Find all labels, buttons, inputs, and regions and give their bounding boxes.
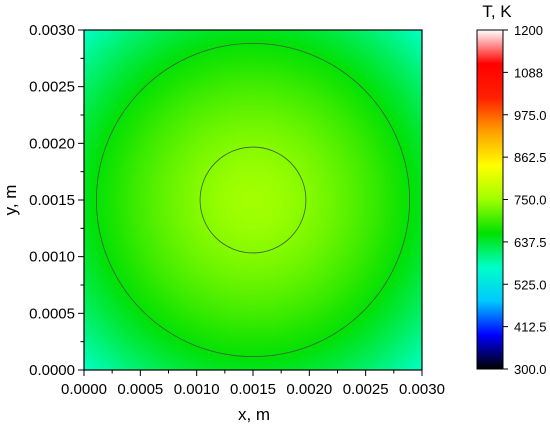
colorbar: 300.0 412.5 525.0 637.5 750.0 862.5 975.0 1088 1… — [476, 23, 547, 377]
x-axis-ticks: 0.0000 0.0005 0.0010 0.0015 0.0020 0.0025 0.00… — [61, 370, 445, 398]
x-tick-label: 0.0030 — [399, 381, 445, 398]
y-tick-label: 0.0030 — [29, 22, 75, 39]
isotherm-contours — [95, 42, 411, 358]
colorbar-tick-label: 1088 — [514, 65, 543, 80]
isotherm-contour — [95, 42, 411, 358]
x-tick-label: 0.0015 — [230, 381, 276, 398]
colorbar-tick-label: 862.5 — [514, 150, 547, 165]
y-tick-label: 0.0015 — [29, 192, 75, 209]
x-tick-label: 0.0005 — [117, 381, 163, 398]
colorbar-label: T, K — [482, 2, 512, 21]
x-tick-label: 0.0000 — [61, 381, 107, 398]
colorbar-bar — [476, 29, 504, 370]
colorbar-ticks: 300.0 412.5 525.0 637.5 750.0 862.5 975.0 1088 1… — [503, 23, 547, 377]
y-axis-ticks: 0.0000 0.0005 0.0010 0.0015 0.0020 0.0025 0.00… — [29, 22, 84, 379]
colorbar-tick-label: 975.0 — [514, 108, 547, 123]
colorbar-tick-label: 412.5 — [514, 320, 547, 335]
colorbar-tick-label: 525.0 — [514, 277, 547, 292]
y-axis-label: y, m — [1, 185, 20, 216]
plot-area: 0.0000 0.0005 0.0010 0.0015 0.0020 0.0025 0.00… — [29, 22, 445, 398]
y-tick-label: 0.0020 — [29, 135, 75, 152]
x-tick-label: 0.0010 — [174, 381, 220, 398]
y-tick-label: 0.0025 — [29, 79, 75, 96]
x-tick-label: 0.0025 — [343, 381, 389, 398]
x-axis-label: x, m — [238, 405, 270, 424]
y-tick-label: 0.0000 — [29, 362, 75, 379]
y-tick-label: 0.0005 — [29, 305, 75, 322]
temperature-field — [84, 30, 422, 370]
colorbar-tick-label: 1200 — [514, 23, 543, 38]
colorbar-tick-label: 637.5 — [514, 235, 547, 250]
isotherm-contour — [199, 146, 307, 254]
y-tick-label: 0.0010 — [29, 249, 75, 266]
colorbar-tick-label: 300.0 — [514, 362, 547, 377]
x-tick-label: 0.0020 — [286, 381, 332, 398]
colorbar-tick-label: 750.0 — [514, 193, 547, 208]
